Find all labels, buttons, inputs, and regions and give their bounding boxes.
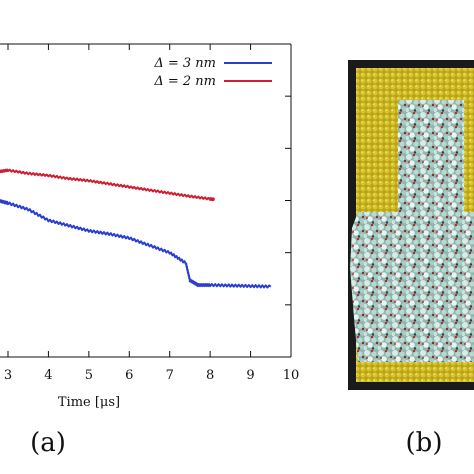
x-axis-ticks: 3 4 5 6 7 8 9 10 [4, 44, 299, 383]
x-axis-label: Time [μs] [58, 395, 120, 410]
chart-panel-a: 3 4 5 6 7 8 9 10 Time [μs] Δ = 3 nm Δ = 2 nm (a) [0, 43, 299, 458]
y-axis-ticks [285, 95, 291, 306]
series-line-2 [0, 168, 216, 202]
fluid-molecules [350, 100, 474, 362]
series-line-1 [0, 199, 272, 289]
x-tick-label: 4 [44, 368, 52, 383]
x-tick-label: 9 [246, 368, 254, 383]
panel-label-b: (b) [406, 428, 443, 458]
x-tick-label: 8 [206, 368, 214, 383]
snapshot-panel-b: (b) [348, 60, 474, 458]
series-layer [0, 168, 272, 289]
x-tick-label: 7 [166, 368, 174, 383]
x-tick-label: 10 [283, 368, 300, 383]
legend-label-1: Δ = 3 nm [153, 56, 216, 71]
legend-label-2: Δ = 2 nm [153, 74, 216, 89]
x-tick-label: 5 [85, 368, 93, 383]
legend: Δ = 3 nm Δ = 2 nm [153, 56, 272, 89]
x-tick-label: 6 [125, 368, 133, 383]
plot-frame [0, 43, 292, 358]
x-tick-label: 3 [4, 368, 12, 383]
panel-label-a: (a) [30, 428, 66, 458]
